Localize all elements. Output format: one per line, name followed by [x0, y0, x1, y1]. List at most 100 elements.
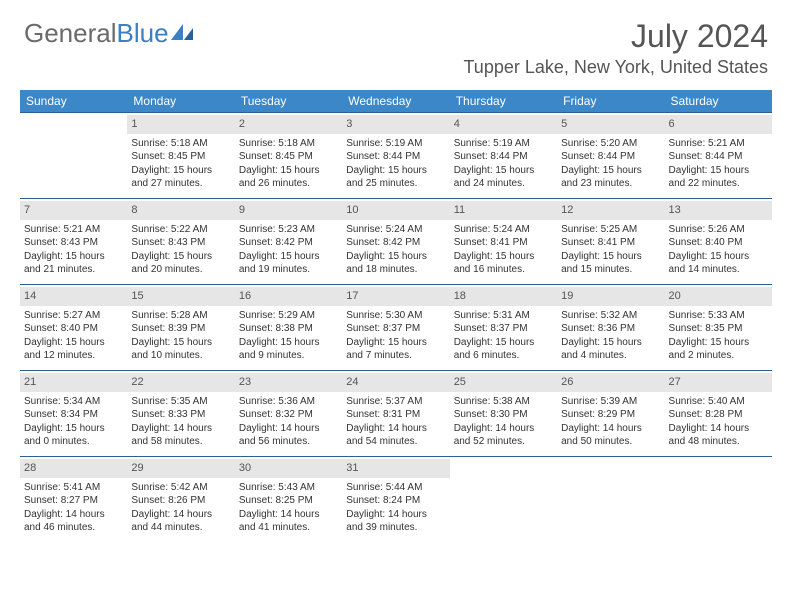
sunset-text: Sunset: 8:24 PM	[346, 494, 445, 508]
daylight-text: Daylight: 15 hours and 27 minutes.	[131, 164, 230, 191]
daylight-text: Daylight: 15 hours and 16 minutes.	[454, 250, 553, 277]
daylight-text: Daylight: 14 hours and 54 minutes.	[346, 422, 445, 449]
sunset-text: Sunset: 8:37 PM	[346, 322, 445, 336]
sunrise-text: Sunrise: 5:42 AM	[131, 481, 230, 495]
day-number: 26	[557, 373, 664, 392]
day-number: 19	[557, 287, 664, 306]
day-number: 17	[342, 287, 449, 306]
sunset-text: Sunset: 8:28 PM	[669, 408, 768, 422]
day-cell: 1Sunrise: 5:18 AMSunset: 8:45 PMDaylight…	[127, 113, 234, 199]
day-cell: 19Sunrise: 5:32 AMSunset: 8:36 PMDayligh…	[557, 285, 664, 371]
sunrise-text: Sunrise: 5:24 AM	[454, 223, 553, 237]
daylight-text: Daylight: 14 hours and 44 minutes.	[131, 508, 230, 535]
sunrise-text: Sunrise: 5:24 AM	[346, 223, 445, 237]
sunset-text: Sunset: 8:40 PM	[669, 236, 768, 250]
sunrise-text: Sunrise: 5:41 AM	[24, 481, 123, 495]
sunrise-text: Sunrise: 5:28 AM	[131, 309, 230, 323]
day-cell: 26Sunrise: 5:39 AMSunset: 8:29 PMDayligh…	[557, 371, 664, 457]
sunset-text: Sunset: 8:38 PM	[239, 322, 338, 336]
day-cell: 25Sunrise: 5:38 AMSunset: 8:30 PMDayligh…	[450, 371, 557, 457]
day-number: 1	[127, 115, 234, 134]
sunset-text: Sunset: 8:35 PM	[669, 322, 768, 336]
day-cell: 3Sunrise: 5:19 AMSunset: 8:44 PMDaylight…	[342, 113, 449, 199]
daylight-text: Daylight: 15 hours and 6 minutes.	[454, 336, 553, 363]
day-cell: 22Sunrise: 5:35 AMSunset: 8:33 PMDayligh…	[127, 371, 234, 457]
sunrise-text: Sunrise: 5:29 AM	[239, 309, 338, 323]
day-cell: 12Sunrise: 5:25 AMSunset: 8:41 PMDayligh…	[557, 199, 664, 285]
logo: GeneralBlue	[24, 18, 193, 49]
sunset-text: Sunset: 8:27 PM	[24, 494, 123, 508]
day-number: 8	[127, 201, 234, 220]
sunset-text: Sunset: 8:42 PM	[239, 236, 338, 250]
day-header: Saturday	[665, 90, 772, 113]
day-cell: 2Sunrise: 5:18 AMSunset: 8:45 PMDaylight…	[235, 113, 342, 199]
sunrise-text: Sunrise: 5:40 AM	[669, 395, 768, 409]
day-number: 13	[665, 201, 772, 220]
sunrise-text: Sunrise: 5:33 AM	[669, 309, 768, 323]
day-cell	[20, 113, 127, 199]
sunset-text: Sunset: 8:36 PM	[561, 322, 660, 336]
day-number: 18	[450, 287, 557, 306]
sunset-text: Sunset: 8:44 PM	[561, 150, 660, 164]
day-number: 16	[235, 287, 342, 306]
sunset-text: Sunset: 8:32 PM	[239, 408, 338, 422]
day-cell: 30Sunrise: 5:43 AMSunset: 8:25 PMDayligh…	[235, 457, 342, 543]
daylight-text: Daylight: 15 hours and 2 minutes.	[669, 336, 768, 363]
sunrise-text: Sunrise: 5:19 AM	[454, 137, 553, 151]
day-number: 12	[557, 201, 664, 220]
sunrise-text: Sunrise: 5:27 AM	[24, 309, 123, 323]
daylight-text: Daylight: 15 hours and 20 minutes.	[131, 250, 230, 277]
sunrise-text: Sunrise: 5:18 AM	[239, 137, 338, 151]
sunset-text: Sunset: 8:43 PM	[131, 236, 230, 250]
day-cell: 13Sunrise: 5:26 AMSunset: 8:40 PMDayligh…	[665, 199, 772, 285]
day-cell: 5Sunrise: 5:20 AMSunset: 8:44 PMDaylight…	[557, 113, 664, 199]
day-header: Friday	[557, 90, 664, 113]
day-number: 21	[20, 373, 127, 392]
sunrise-text: Sunrise: 5:31 AM	[454, 309, 553, 323]
month-title: July 2024	[463, 18, 768, 55]
day-cell: 18 Sunrise: 5:31 AMSunset: 8:37 PMDayligh…	[450, 285, 557, 371]
day-number: 28	[20, 459, 127, 478]
sunset-text: Sunset: 8:45 PM	[131, 150, 230, 164]
daylight-text: Daylight: 14 hours and 41 minutes.	[239, 508, 338, 535]
day-cell: 16Sunrise: 5:29 AMSunset: 8:38 PMDayligh…	[235, 285, 342, 371]
daylight-text: Daylight: 14 hours and 46 minutes.	[24, 508, 123, 535]
day-header: Wednesday	[342, 90, 449, 113]
sunset-text: Sunset: 8:44 PM	[346, 150, 445, 164]
sunset-text: Sunset: 8:37 PM	[454, 322, 553, 336]
sunset-text: Sunset: 8:34 PM	[24, 408, 123, 422]
sunset-text: Sunset: 8:45 PM	[239, 150, 338, 164]
day-header-row: Sunday Monday Tuesday Wednesday Thursday…	[20, 90, 772, 113]
daylight-text: Daylight: 15 hours and 12 minutes.	[24, 336, 123, 363]
day-cell: 17Sunrise: 5:30 AMSunset: 8:37 PMDayligh…	[342, 285, 449, 371]
day-number: 14	[20, 287, 127, 306]
sunset-text: Sunset: 8:33 PM	[131, 408, 230, 422]
day-number: 4	[450, 115, 557, 134]
daylight-text: Daylight: 15 hours and 15 minutes.	[561, 250, 660, 277]
daylight-text: Daylight: 14 hours and 56 minutes.	[239, 422, 338, 449]
sunrise-text: Sunrise: 5:43 AM	[239, 481, 338, 495]
sunset-text: Sunset: 8:39 PM	[131, 322, 230, 336]
sunset-text: Sunset: 8:44 PM	[669, 150, 768, 164]
day-number: 24	[342, 373, 449, 392]
daylight-text: Daylight: 15 hours and 22 minutes.	[669, 164, 768, 191]
day-number: 22	[127, 373, 234, 392]
day-cell: 23Sunrise: 5:36 AMSunset: 8:32 PMDayligh…	[235, 371, 342, 457]
sunrise-text: Sunrise: 5:36 AM	[239, 395, 338, 409]
daylight-text: Daylight: 15 hours and 4 minutes.	[561, 336, 660, 363]
day-number: 10	[342, 201, 449, 220]
day-cell: 29Sunrise: 5:42 AMSunset: 8:26 PMDayligh…	[127, 457, 234, 543]
daylight-text: Daylight: 14 hours and 48 minutes.	[669, 422, 768, 449]
sunrise-text: Sunrise: 5:21 AM	[24, 223, 123, 237]
sunset-text: Sunset: 8:40 PM	[24, 322, 123, 336]
day-number: 3	[342, 115, 449, 134]
sunrise-text: Sunrise: 5:26 AM	[669, 223, 768, 237]
daylight-text: Daylight: 15 hours and 25 minutes.	[346, 164, 445, 191]
sunrise-text: Sunrise: 5:25 AM	[561, 223, 660, 237]
day-number: 11	[450, 201, 557, 220]
sunset-text: Sunset: 8:25 PM	[239, 494, 338, 508]
day-cell	[450, 457, 557, 543]
daylight-text: Daylight: 15 hours and 0 minutes.	[24, 422, 123, 449]
day-number: 27	[665, 373, 772, 392]
day-number: 15	[127, 287, 234, 306]
